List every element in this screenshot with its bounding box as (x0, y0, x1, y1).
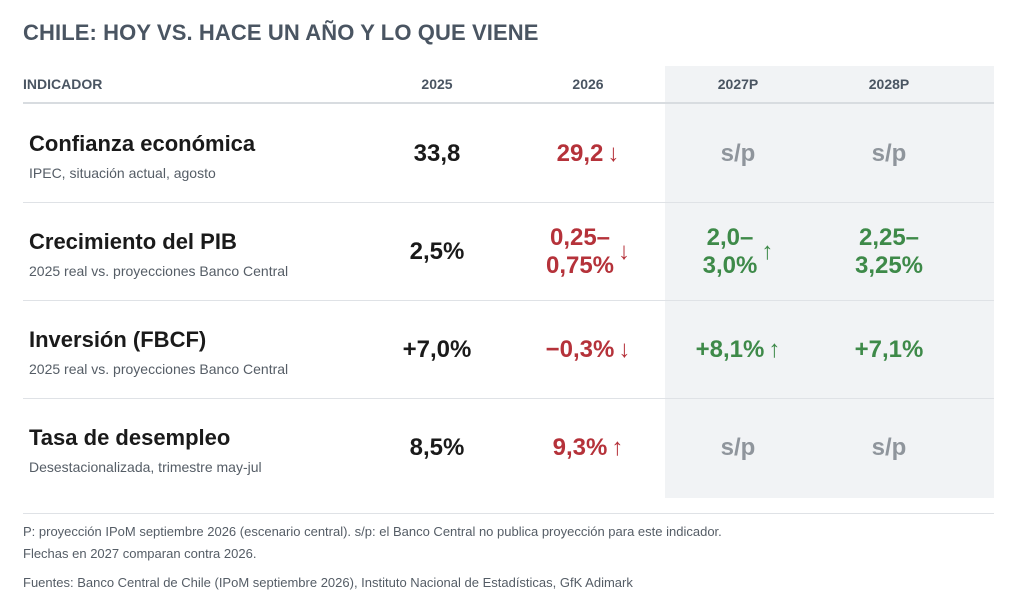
value-2026: 9,3% ↑ (552, 434, 624, 462)
down-arrow-icon: ↓ (618, 336, 631, 364)
table-row: Tasa de desempleo Desestacionalizada, tr… (23, 399, 994, 497)
header-2028p: 2028P (868, 76, 910, 92)
indicator-name: Tasa de desempleo (29, 425, 231, 450)
up-arrow-icon: ↑ (761, 238, 774, 266)
row-label: Tasa de desempleo Desestacionalizada, tr… (29, 425, 262, 475)
header-2026: 2026 (572, 76, 604, 92)
value-2027p: 2,0– 3,0% ↑ (702, 224, 774, 279)
value-2025: +7,0% (402, 336, 472, 364)
footer-divider (23, 513, 994, 514)
indicator-name: Crecimiento del PIB (29, 229, 237, 254)
value-2026: −0,3% ↓ (545, 336, 631, 364)
row-label: Crecimiento del PIB 2025 real vs. proyec… (29, 229, 288, 279)
indicator-subtitle: 2025 real vs. proyecciones Banco Central (29, 263, 289, 279)
sources: Fuentes: Banco Central de Chile (IPoM se… (23, 575, 633, 590)
footnote-arrows: Flechas en 2027 comparan contra 2026. (23, 546, 257, 561)
value-2026: 0,25– 0,75% ↓ (545, 224, 631, 279)
table-row: Confianza económica IPEC, situación actu… (23, 105, 994, 203)
header-2025: 2025 (421, 76, 453, 92)
indicator-subtitle: 2025 real vs. proyecciones Banco Central (29, 361, 289, 377)
indicator-subtitle: Desestacionalizada, trimestre may-jul (29, 459, 262, 475)
value-2028p: s/p (871, 140, 907, 168)
row-label: Confianza económica IPEC, situación actu… (29, 131, 255, 181)
up-arrow-icon: ↑ (768, 336, 781, 364)
value-2025: 33,8 (413, 140, 461, 168)
value-2027p: s/p (720, 140, 756, 168)
indicator-subtitle: IPEC, situación actual, agosto (29, 165, 216, 181)
down-arrow-icon: ↓ (607, 140, 620, 168)
footnote-projection: P: proyección IPoM septiembre 2026 (esce… (23, 524, 722, 539)
indicator-name: Confianza económica (29, 131, 256, 156)
value-2025: 2,5% (409, 238, 465, 266)
up-arrow-icon: ↑ (611, 434, 624, 462)
value-2026: 29,2 ↓ (556, 140, 620, 168)
value-2027p: s/p (720, 434, 756, 462)
value-2028p: s/p (871, 434, 907, 462)
value-2025: 8,5% (409, 434, 465, 462)
header-indicator: INDICADOR (23, 76, 103, 92)
value-2027p: +8,1% ↑ (695, 336, 781, 364)
page-title: CHILE: HOY VS. HACE UN AÑO Y LO QUE VIEN… (23, 20, 539, 45)
table-row: Inversión (FBCF) 2025 real vs. proyeccio… (23, 301, 994, 399)
indicator-name: Inversión (FBCF) (29, 327, 207, 352)
table-header: INDICADOR 2025 2026 2027P 2028P (23, 66, 994, 104)
value-2028p: +7,1% (854, 336, 924, 364)
header-2027p: 2027P (717, 76, 759, 92)
projection-columns-background (665, 66, 994, 498)
row-label: Inversión (FBCF) 2025 real vs. proyeccio… (29, 327, 288, 377)
value-2028p: 2,25– 3,25% (854, 224, 924, 279)
down-arrow-icon: ↓ (618, 238, 631, 266)
table-row: Crecimiento del PIB 2025 real vs. proyec… (23, 203, 994, 301)
